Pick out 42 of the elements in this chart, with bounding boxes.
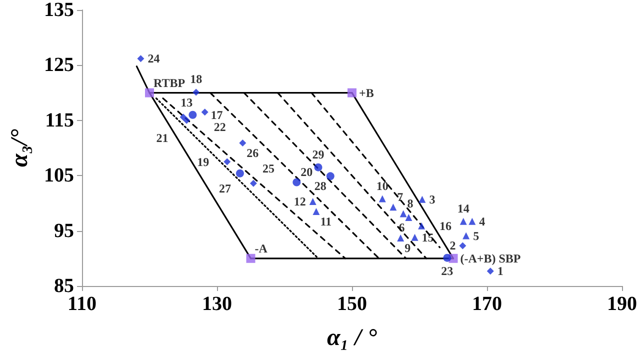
- y-tick-label: 115: [45, 109, 74, 132]
- annotation: RTBP: [153, 76, 186, 90]
- annotation: 8: [407, 196, 414, 211]
- annotation: 19: [197, 154, 210, 169]
- annotation: 17: [210, 108, 223, 122]
- annotation: 23: [441, 264, 454, 278]
- annotation: 24: [148, 52, 160, 66]
- x-axis-title: α₁ / °: [327, 325, 378, 351]
- annotation: 21: [156, 131, 168, 146]
- annotation: 9: [404, 240, 411, 255]
- annotation: 25: [262, 161, 274, 176]
- annotation: 16: [440, 218, 452, 233]
- annotation: (-A+B) SBP: [460, 251, 521, 266]
- y-axis-title: α₃/°: [7, 128, 33, 167]
- annotation: 7: [397, 190, 404, 204]
- annotation: 26: [246, 146, 259, 160]
- y-tick-label: 135: [44, 0, 74, 21]
- annotation: 12: [294, 194, 306, 209]
- x-tick-label: 150: [337, 293, 367, 315]
- annotation: 22: [214, 120, 226, 134]
- annotation: 3: [429, 192, 436, 206]
- annotation: 1: [497, 264, 504, 278]
- annotation: 20: [300, 165, 313, 180]
- annotation: 2: [450, 238, 456, 253]
- y-tick-label: 105: [44, 164, 74, 187]
- annotation: 11: [320, 214, 332, 228]
- annotation: 13: [180, 95, 193, 110]
- annotation: 14: [457, 201, 470, 216]
- annotation: 27: [218, 181, 231, 196]
- annotation: 4: [479, 214, 486, 228]
- x-tick-label: 170: [472, 293, 502, 315]
- y-tick-label: 125: [44, 54, 74, 76]
- y-tick-label: 95: [54, 220, 74, 242]
- annotation: 5: [473, 228, 480, 243]
- x-tick-label: 130: [202, 293, 232, 315]
- annotation: 18: [190, 72, 202, 86]
- annotation: 10: [376, 178, 388, 193]
- annotation: +B: [359, 86, 374, 100]
- annotation: 29: [312, 147, 324, 162]
- annotation: 28: [314, 179, 326, 194]
- annotation: -A: [254, 241, 268, 256]
- x-tick-label: 190: [607, 293, 637, 315]
